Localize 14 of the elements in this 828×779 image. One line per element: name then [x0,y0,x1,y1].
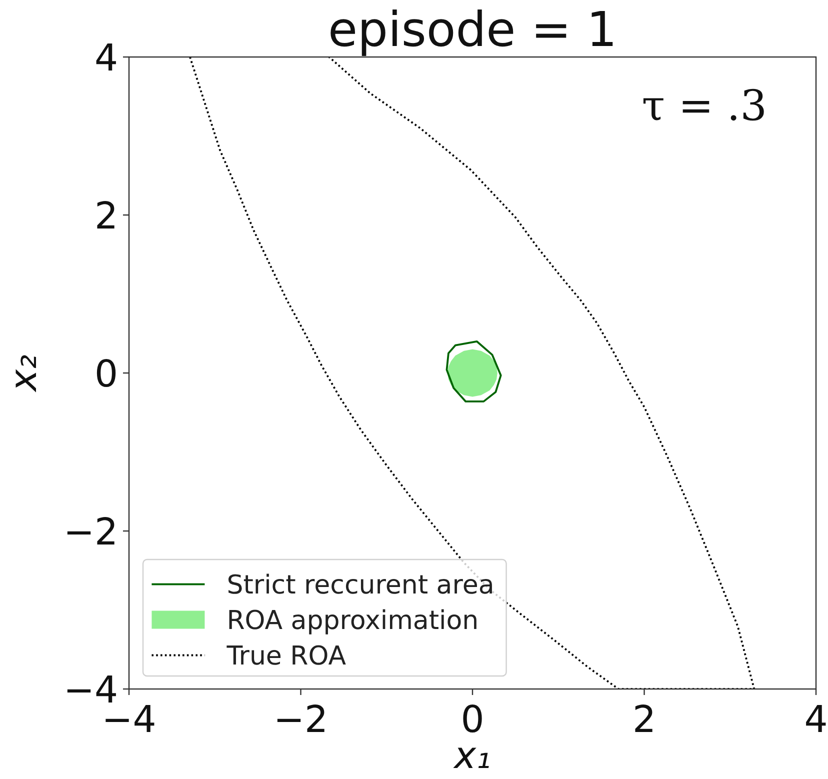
y-tick-label: 2 [94,194,118,238]
y-tick-label: 0 [94,352,118,396]
legend-label: Strict reccurent area [226,570,494,601]
y-axis-title: x₂ [2,354,45,392]
legend-label: ROA approximation [226,606,479,636]
y-tick-label: 4 [94,36,118,80]
annotation: τ = .3 [642,81,767,130]
line-series [446,340,502,402]
x-tick-label: −2 [273,698,328,741]
chart-title: episode = 1 [328,2,617,58]
x-tick-label: 4 [804,698,828,741]
legend-label: True ROA [226,642,346,672]
x-tick-label: 2 [632,698,656,741]
y-tick-label: −2 [63,510,118,554]
